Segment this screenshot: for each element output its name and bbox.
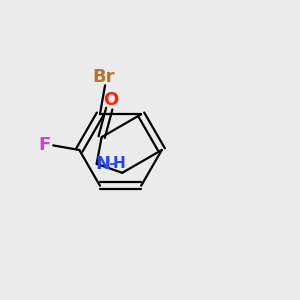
Text: O: O	[103, 92, 118, 110]
Text: Br: Br	[92, 68, 115, 86]
Text: F: F	[39, 136, 51, 154]
Text: H: H	[112, 156, 125, 171]
Text: N: N	[96, 155, 111, 173]
